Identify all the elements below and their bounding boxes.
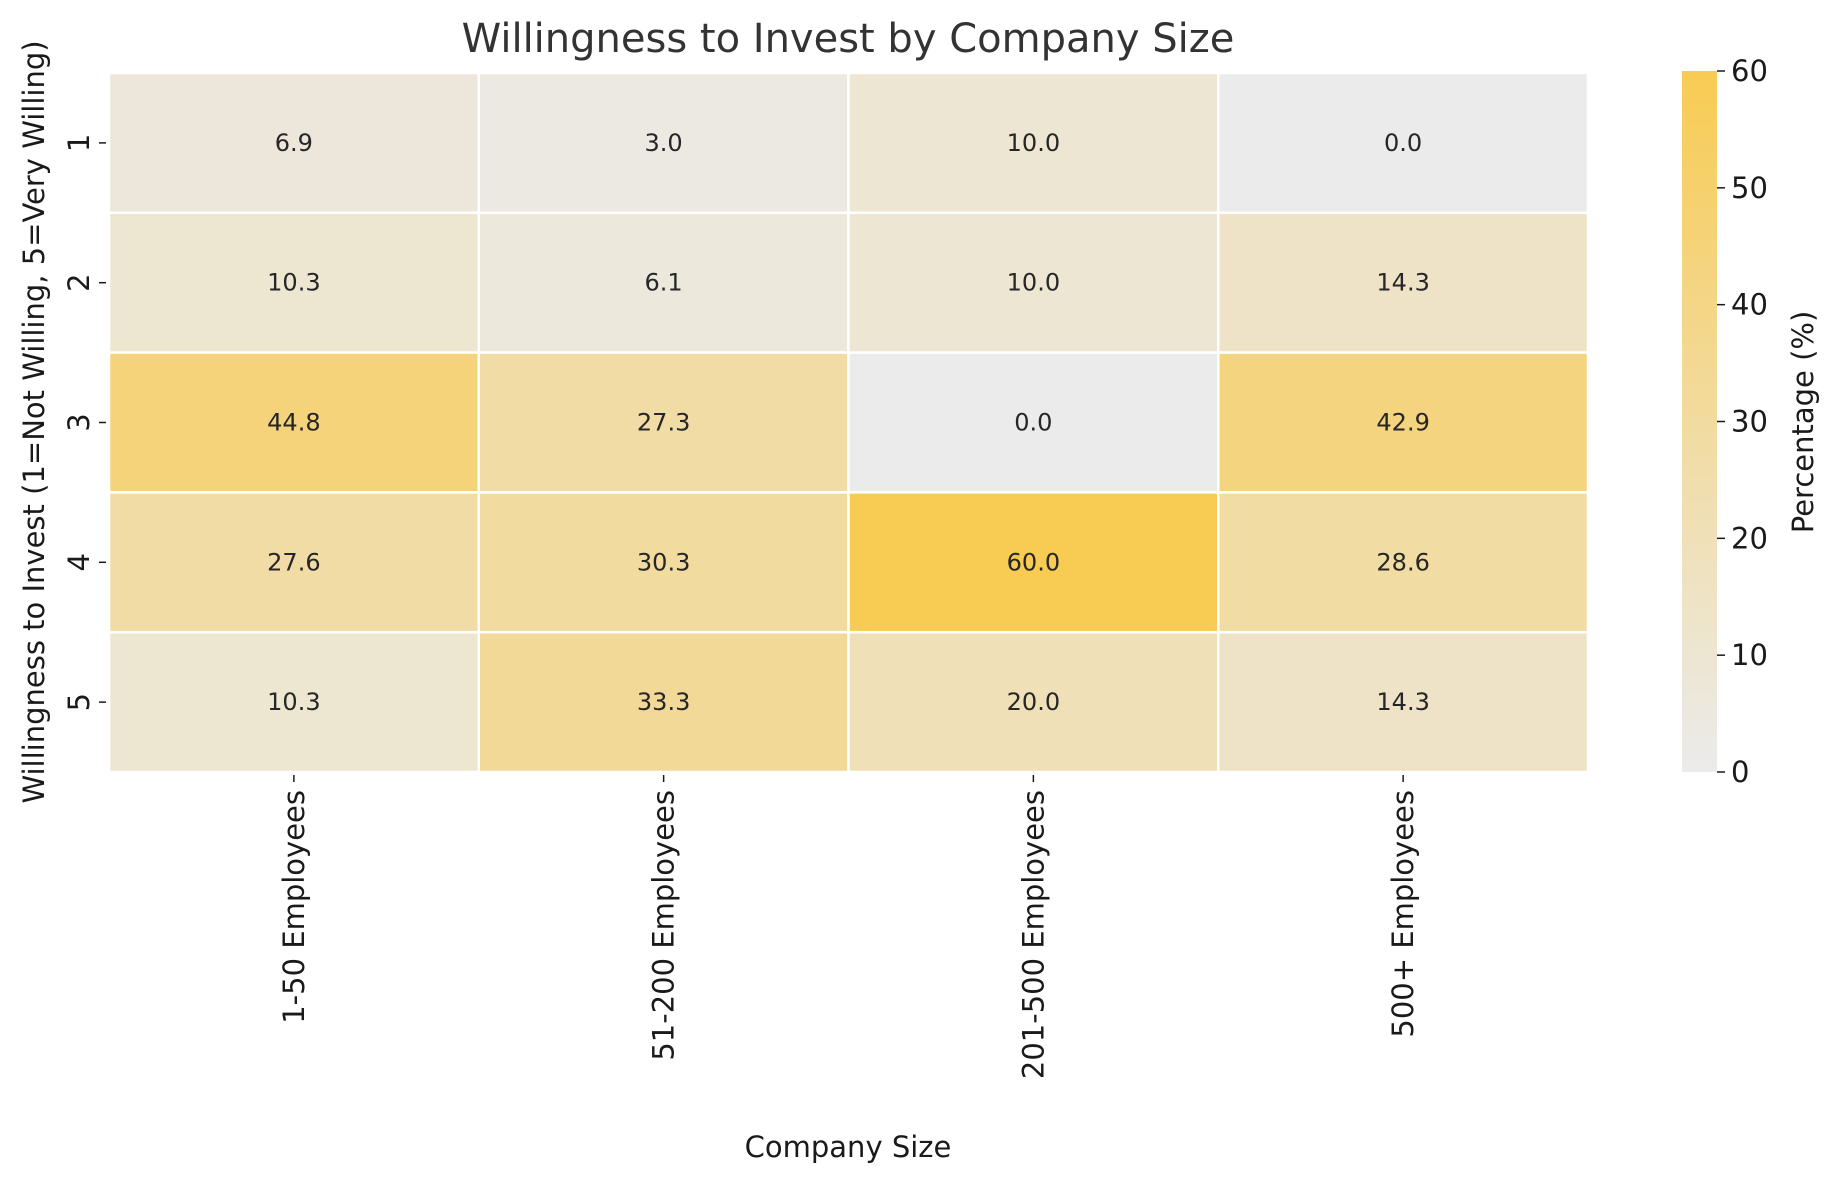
colorbar-tick-label: 50 bbox=[1731, 171, 1768, 205]
cell-value-label: 28.6 bbox=[1376, 548, 1429, 576]
heatmap-cell bbox=[477, 491, 850, 634]
heatmap-cell bbox=[477, 211, 850, 354]
colorbar-tick-label: 10 bbox=[1731, 638, 1768, 672]
y-axis-label: Willingness to Invest (1=Not Willing, 5=… bbox=[17, 40, 51, 803]
colorbar-tick-label: 40 bbox=[1731, 288, 1768, 322]
x-tick-label: 201-500 Employees bbox=[1016, 790, 1050, 1079]
colorbar-tick-label: 30 bbox=[1731, 405, 1768, 439]
cell-value-label: 60.0 bbox=[1007, 548, 1060, 576]
cell-value-label: 27.3 bbox=[637, 409, 690, 437]
y-tick-label: 3 bbox=[62, 413, 96, 431]
heatmap-cell bbox=[847, 630, 1220, 774]
cell-value-label: 33.3 bbox=[637, 688, 690, 716]
cell-value-label: 10.3 bbox=[267, 269, 320, 297]
heatmap-cell bbox=[1217, 630, 1590, 774]
heatmap-cell bbox=[1217, 71, 1590, 215]
x-axis-ticks: 1-50 Employees 51-200 Employees 201-500 Em… bbox=[277, 775, 1420, 1079]
cell-value-label: 44.8 bbox=[267, 409, 320, 437]
heatmap-cell bbox=[107, 630, 480, 774]
heatmap-cell bbox=[477, 630, 850, 774]
x-tick-label: 51-200 Employees bbox=[647, 790, 681, 1061]
cell-value-label: 3.0 bbox=[645, 129, 683, 157]
y-tick-label: 5 bbox=[62, 693, 96, 711]
y-axis-ticks: 1 2 3 4 5 bbox=[62, 134, 106, 711]
colorbar bbox=[1682, 71, 1717, 772]
cell-value-label: 6.1 bbox=[645, 269, 683, 297]
heatmap-cell bbox=[1217, 351, 1590, 494]
cell-value-label: 20.0 bbox=[1007, 688, 1060, 716]
heatmap-cells: 6.9 3.0 10.0 0.0 10.3 6.1 10.0 14.3 44.8 27.3 0.0 4… bbox=[107, 71, 1590, 774]
cell-value-label: 27.6 bbox=[267, 548, 320, 576]
colorbar-label: Percentage (%) bbox=[1786, 311, 1820, 534]
heatmap-cell bbox=[477, 71, 850, 215]
cell-value-label: 0.0 bbox=[1384, 129, 1422, 157]
heatmap-cell bbox=[107, 491, 480, 634]
cell-value-label: 14.3 bbox=[1376, 688, 1429, 716]
cell-value-label: 10.0 bbox=[1007, 269, 1060, 297]
cell-value-label: 30.3 bbox=[637, 548, 690, 576]
cell-value-label: 0.0 bbox=[1014, 409, 1052, 437]
heatmap-cell bbox=[107, 211, 480, 354]
colorbar-ticks: 0 10 20 30 40 50 60 bbox=[1717, 54, 1768, 789]
colorbar-tick-label: 20 bbox=[1731, 521, 1768, 555]
heatmap-cell bbox=[477, 351, 850, 494]
cell-value-label: 6.9 bbox=[275, 129, 313, 157]
y-tick-label: 4 bbox=[62, 553, 96, 571]
colorbar-tick-label: 60 bbox=[1731, 54, 1768, 88]
cell-value-label: 42.9 bbox=[1376, 409, 1429, 437]
chart-title: Willingness to Invest by Company Size bbox=[462, 16, 1235, 62]
heatmap-cell bbox=[1217, 491, 1590, 634]
cell-value-label: 10.3 bbox=[267, 688, 320, 716]
y-tick-label: 1 bbox=[62, 134, 96, 152]
cell-value-label: 14.3 bbox=[1376, 269, 1429, 297]
colorbar-tick-label: 0 bbox=[1731, 755, 1749, 789]
heatmap-cell bbox=[107, 71, 480, 215]
x-axis-label: Company Size bbox=[745, 1130, 952, 1164]
y-tick-label: 2 bbox=[62, 273, 96, 291]
x-tick-label: 500+ Employees bbox=[1386, 790, 1420, 1038]
x-tick-label: 1-50 Employees bbox=[277, 790, 311, 1024]
heatmap-cell bbox=[1217, 211, 1590, 354]
heatmap-cell bbox=[847, 71, 1220, 215]
cell-value-label: 10.0 bbox=[1007, 129, 1060, 157]
